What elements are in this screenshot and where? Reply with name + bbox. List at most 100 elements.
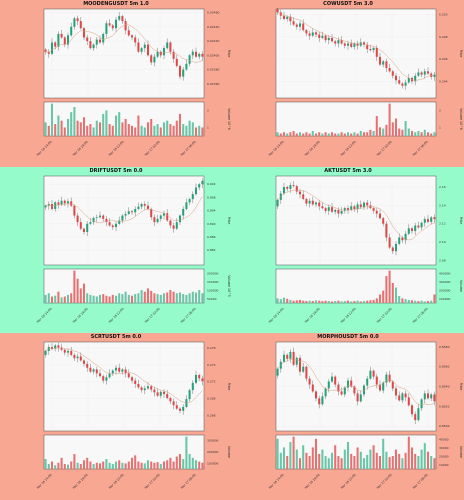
volume-bar: [73, 270, 76, 303]
volume-bar: [433, 294, 436, 303]
panel-morpho: MORPHOUSDT 5m 0.0 0.8580 0.8560 0.8540 0.85…: [232, 333, 464, 500]
candle-body: [295, 357, 298, 365]
candle-body: [308, 200, 311, 204]
price-tick-label: 0.248: [439, 35, 448, 39]
volume-bar: [433, 458, 436, 469]
volume-bar: [327, 458, 330, 469]
volume-bar: [159, 464, 162, 469]
candle-body: [420, 399, 423, 409]
volume-bar: [404, 299, 407, 303]
volume-bar: [76, 120, 79, 136]
candle-body: [182, 406, 185, 411]
volume-bar: [308, 456, 311, 469]
candle-body: [292, 351, 295, 365]
volume-bar: [63, 127, 66, 136]
candle-body: [194, 187, 198, 195]
volume-bar: [178, 292, 182, 303]
volume-bar: [66, 118, 70, 136]
candle-body: [114, 19, 118, 29]
candle-body: [302, 23, 305, 31]
price-tick-label: 0.886: [207, 235, 216, 239]
candle-body: [276, 368, 279, 376]
candle-body: [146, 205, 150, 209]
volume-bar: [391, 282, 394, 303]
volume-bar: [185, 294, 188, 303]
candle-body: [79, 222, 82, 229]
candle-body: [388, 237, 391, 248]
volume-bar: [404, 452, 407, 469]
time-tick-label: Mar 16 22:00: [108, 140, 125, 157]
volume-bar: [378, 294, 382, 303]
volume-bar: [295, 449, 298, 469]
panel-akt: AKTUSDT 5m 3.0 2.16 2.14 2.12 2.10 2.08 Mar 1…: [232, 167, 464, 333]
volume-bar: [279, 299, 282, 303]
volume-bar: [308, 133, 311, 136]
candlestick-chart: 0.8580 0.8560 0.8540 0.8520 0.8500 Mar 16 14:…: [268, 341, 463, 490]
volume-bar: [359, 131, 362, 136]
volume-bar: [298, 458, 302, 469]
candle-body: [60, 347, 63, 350]
volume-bar: [50, 296, 54, 303]
candle-body: [66, 35, 70, 45]
candle-body: [86, 37, 89, 42]
volume-bar: [286, 133, 289, 136]
candle-body: [114, 223, 118, 228]
volume-bar: [185, 436, 188, 469]
volume-bar: [337, 133, 340, 136]
candle-body: [70, 350, 73, 355]
volume-bar: [340, 458, 343, 469]
time-tick-label: Mar 16 14:00: [268, 140, 285, 157]
candle-body: [378, 384, 382, 391]
volume-bar: [346, 300, 350, 303]
candle-body: [169, 397, 172, 402]
volume-bar: [86, 293, 89, 303]
candle-body: [292, 21, 295, 25]
volume-bar: [50, 103, 54, 136]
candle-body: [191, 194, 194, 200]
candle-body: [44, 350, 47, 355]
price-tick-label: 2.12: [439, 222, 446, 226]
candle-body: [298, 357, 302, 372]
chart-title: MOODENGUSDT 5m 1.0: [83, 1, 149, 7]
candle-body: [92, 217, 95, 223]
candle-body: [433, 74, 436, 77]
volume-bar: [47, 125, 50, 136]
candle-body: [321, 396, 324, 405]
volume-bar: [50, 461, 54, 469]
price-tick-label: 0.246: [439, 57, 448, 61]
price-tick-label: 0.266: [207, 413, 216, 417]
volume-tick-label: 150000: [207, 280, 219, 284]
volume-bar: [44, 459, 47, 469]
chart-title: COWUSDT 5m 3.0: [323, 1, 373, 7]
volume-bar: [410, 131, 414, 136]
volume-bar: [134, 455, 137, 469]
volume-bar: [330, 132, 334, 136]
volume-bar: [124, 118, 127, 136]
candle-body: [63, 200, 66, 204]
volume-bar: [369, 300, 372, 303]
price-tick-label: 0.275: [207, 363, 216, 367]
volume-bar: [430, 456, 433, 469]
volume-bar: [134, 127, 137, 136]
volume-bar: [346, 132, 350, 136]
candle-body: [305, 366, 308, 379]
candle-body: [318, 34, 321, 38]
volume-bar: [159, 127, 162, 136]
chart-title: DRIFTUSDT 5m 0.0: [89, 168, 143, 174]
volume-bar: [153, 125, 156, 136]
candle-body: [314, 391, 318, 399]
candle-body: [54, 202, 57, 209]
volume-bar: [414, 300, 417, 303]
volume-bar: [178, 454, 182, 469]
volume-bar: [382, 128, 385, 136]
volume-bar: [191, 122, 194, 136]
candle-body: [194, 51, 198, 57]
candle-body: [188, 55, 191, 64]
candle-body: [50, 347, 54, 349]
volume-bar: [375, 452, 378, 469]
candle-body: [404, 82, 407, 86]
volume-bar: [423, 443, 426, 469]
candle-body: [54, 42, 57, 47]
time-tick-label: Mar 16 22:00: [340, 140, 357, 157]
volume-tick-label: 30000: [439, 446, 449, 450]
